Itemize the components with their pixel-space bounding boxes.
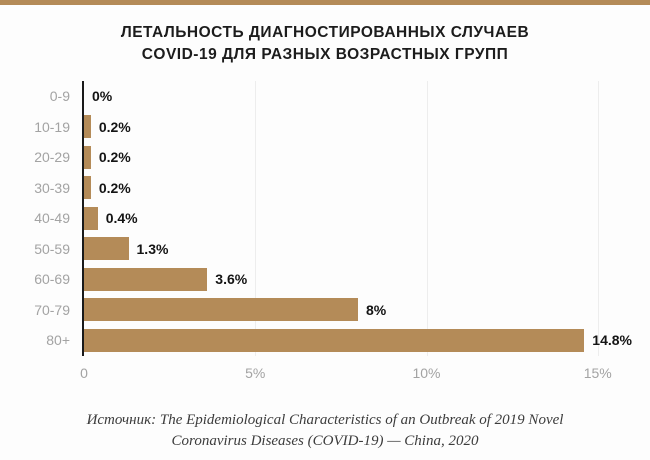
plot-area: 0-9 0% 10-19 0.2% 20-29 0.2% 30-39 0.2% …	[34, 81, 632, 356]
bar	[84, 176, 91, 200]
chart-row: 50-59 1.3%	[34, 234, 632, 265]
age-group-label: 50-59	[34, 240, 70, 257]
bar	[84, 145, 91, 169]
age-group-label: 0-9	[49, 88, 70, 105]
x-tick-label: 0	[80, 364, 88, 381]
x-tick-label: 5%	[245, 364, 266, 381]
value-label: 0.4%	[105, 210, 138, 227]
age-group-label: 70-79	[34, 301, 70, 318]
chart-row: 60-69 3.6%	[34, 264, 632, 295]
chart-row: 20-29 0.2%	[34, 142, 632, 173]
chart-row: 0-9 0%	[50, 81, 632, 112]
bar	[84, 267, 208, 291]
gridline	[255, 81, 257, 356]
source-note: Источник: The Epidemiological Characteri…	[0, 410, 650, 452]
chart-title-line-2: COVID-19 ДЛЯ РАЗНЫХ ВОЗРАСТНЫХ ГРУПП	[141, 46, 509, 63]
chart-row: 80+ 14.8%	[46, 325, 632, 356]
bar	[84, 298, 358, 322]
value-label: 8%	[366, 301, 387, 318]
top-accent-strip	[0, 0, 650, 5]
value-label: 0.2%	[98, 179, 131, 196]
value-label: 0%	[92, 88, 113, 105]
age-group-label: 30-39	[34, 179, 70, 196]
chart-row: 40-49 0.4%	[34, 203, 632, 234]
value-label: 3.6%	[215, 271, 248, 288]
bar	[84, 115, 91, 139]
source-line-2: Coronavirus Diseases (COVID-19) — China,…	[171, 432, 479, 449]
value-label: 0.2%	[98, 118, 131, 135]
age-group-label: 20-29	[34, 149, 70, 166]
chart-row: 70-79 8%	[34, 295, 632, 326]
age-group-label: 80+	[46, 332, 70, 349]
x-tick-label: 10%	[412, 364, 441, 381]
bar	[84, 237, 129, 261]
x-tick-label: 15%	[583, 364, 612, 381]
chart-title-line-1: ЛЕТАЛЬНОСТЬ ДИАГНОСТИРОВАННЫХ СЛУЧАЕВ	[120, 24, 530, 41]
chart-title: ЛЕТАЛЬНОСТЬ ДИАГНОСТИРОВАННЫХ СЛУЧАЕВ CO…	[0, 22, 650, 66]
value-label: 14.8%	[592, 332, 632, 349]
chart-row: 30-39 0.2%	[34, 173, 632, 204]
value-label: 1.3%	[136, 240, 169, 257]
age-group-label: 10-19	[34, 118, 70, 135]
value-label: 0.2%	[98, 149, 131, 166]
gridline	[426, 81, 428, 356]
bar	[84, 328, 585, 352]
x-axis: 0 5% 10% 15%	[80, 356, 632, 386]
chart-row: 10-19 0.2%	[34, 112, 632, 143]
bar-chart: 0-9 0% 10-19 0.2% 20-29 0.2% 30-39 0.2% …	[0, 81, 650, 386]
gridline	[597, 81, 599, 356]
source-line-1: Источник: The Epidemiological Characteri…	[86, 411, 564, 428]
age-group-label: 60-69	[34, 271, 70, 288]
y-axis-line	[82, 81, 84, 356]
age-group-label: 40-49	[34, 210, 70, 227]
bar	[84, 206, 98, 230]
